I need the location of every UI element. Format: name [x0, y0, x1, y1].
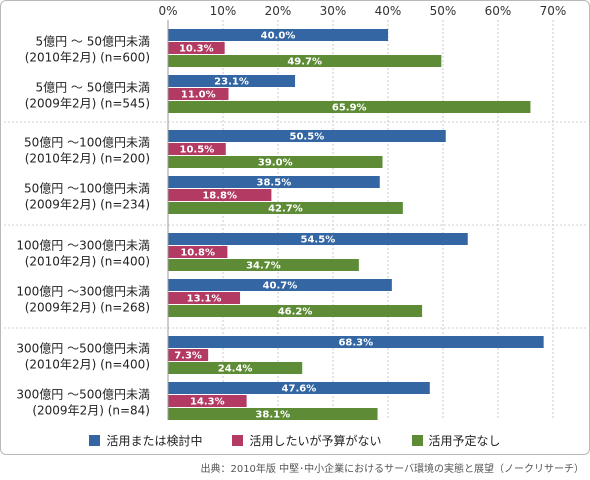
legend: 活用または検討中 活用したいが予算がない 活用予定なし [0, 431, 590, 449]
bar [168, 382, 430, 394]
category-sublabel: (2010年2月) (n=600) [25, 51, 150, 65]
bar-chart: 0% 10% 20% 30% 40% 50% 60% 70% 40.0% 10.3% 49.7% 5億… [4, 4, 586, 421]
category-label: 300億円 ～500億円未満 [16, 342, 150, 356]
legend-label-no-budget: 活用したいが予算がない [249, 433, 382, 448]
bar-value-label: 50.5% [290, 132, 325, 143]
bar [168, 233, 468, 245]
x-tick-label: 0% [158, 4, 177, 18]
bar-value-label: 11.0% [181, 90, 216, 101]
bar [168, 176, 380, 188]
category-sublabel: (2009年2月) (n=268) [25, 301, 150, 315]
x-tick-label: 30% [320, 4, 347, 18]
bar-value-label: 39.0% [258, 158, 293, 169]
bar-value-label: 54.5% [301, 235, 336, 246]
category-sublabel: (2010年2月) (n=400) [25, 255, 150, 269]
bar [168, 246, 228, 258]
bar [168, 101, 531, 113]
legend-swatch-blue [89, 434, 101, 446]
category-label: 5億円 ～ 50億円未満 [35, 81, 150, 95]
legend-swatch-green [411, 434, 423, 446]
legend-label-no-plan: 活用予定なし [428, 433, 501, 448]
category-sublabel: (2010年2月) (n=200) [25, 152, 150, 166]
bar [168, 156, 383, 168]
category-sublabel: (2009年2月) (n=84) [32, 404, 150, 418]
x-tick-label: 10% [210, 4, 237, 18]
bar-value-label: 23.1% [214, 77, 249, 88]
bar-value-label: 13.1% [187, 294, 222, 305]
bar-value-label: 14.3% [190, 397, 225, 408]
bar-value-label: 42.7% [268, 204, 303, 215]
bar [168, 395, 247, 407]
bar [168, 336, 544, 348]
bar-value-label: 24.4% [218, 364, 253, 375]
bar [168, 42, 225, 54]
bar [168, 305, 423, 317]
bar [168, 29, 388, 41]
bar-value-label: 47.6% [282, 384, 317, 395]
bar [168, 202, 403, 214]
bar-value-label: 65.9% [332, 103, 367, 114]
bar-value-label: 40.0% [261, 31, 296, 42]
bar [168, 88, 229, 100]
bar [168, 349, 209, 361]
bar [168, 55, 442, 67]
bar-value-label: 18.8% [202, 191, 237, 202]
bar-value-label: 40.7% [263, 281, 298, 292]
category-sublabel: (2010年2月) (n=400) [25, 358, 150, 372]
category-label: 50億円 ～100億円未満 [24, 182, 150, 196]
legend-swatch-red [232, 434, 244, 446]
bar [168, 279, 392, 291]
bar [168, 292, 241, 304]
category-sublabel: (2009年2月) (n=234) [25, 198, 150, 212]
bar-value-label: 7.3% [174, 351, 202, 362]
bar-value-label: 46.2% [278, 307, 313, 318]
bar-value-label: 10.5% [180, 145, 215, 156]
legend-label-considering: 活用または検討中 [106, 433, 203, 448]
legend-item-no-plan: 活用予定なし [411, 431, 501, 449]
category-label: 300億円 ～500億円未満 [16, 388, 150, 402]
bar [168, 130, 446, 142]
bar [168, 143, 226, 155]
bar-value-label: 10.8% [180, 248, 215, 259]
x-tick-label: 70% [540, 4, 567, 18]
legend-item-considering: 活用または検討中 [89, 431, 202, 449]
category-sublabel: (2009年2月) (n=545) [25, 97, 150, 111]
bar [168, 259, 359, 271]
bar-value-label: 10.3% [179, 44, 214, 55]
x-tick-label: 20% [265, 4, 292, 18]
bar-value-label: 49.7% [287, 57, 322, 68]
bar [168, 75, 296, 87]
bar-value-label: 68.3% [338, 338, 373, 349]
x-tick-label: 50% [430, 4, 457, 18]
bar-value-label: 38.5% [257, 178, 292, 189]
category-label: 100億円 ～300億円未満 [16, 239, 150, 253]
category-label: 50億円 ～100億円未満 [24, 136, 150, 150]
x-tick-label: 40% [375, 4, 402, 18]
bar [168, 362, 303, 374]
source-note: 出典：2010年版 中堅･中小企業におけるサーバ環境の実態と展望（ノークリサーチ… [200, 464, 584, 475]
category-label: 100億円 ～300億円未満 [16, 285, 150, 299]
bar [168, 408, 378, 420]
legend-item-no-budget: 活用したいが予算がない [232, 431, 382, 449]
bar [168, 189, 272, 201]
bar-value-label: 38.1% [255, 410, 290, 421]
x-tick-label: 60% [485, 4, 512, 18]
bar-value-label: 34.7% [246, 261, 281, 272]
category-label: 5億円 ～ 50億円未満 [35, 35, 150, 49]
